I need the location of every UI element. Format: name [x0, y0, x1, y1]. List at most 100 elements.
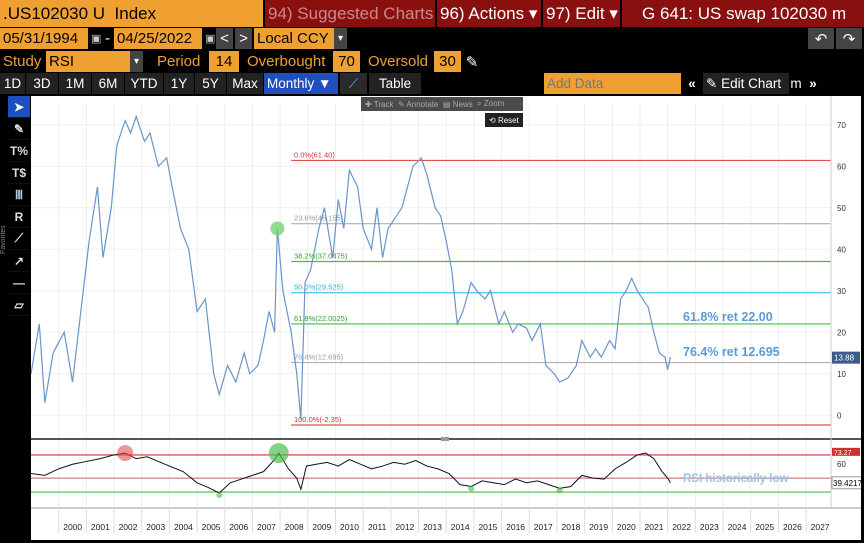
study-select[interactable]: RSI: [46, 51, 130, 72]
brush-icon[interactable]: ⟋: [8, 228, 30, 250]
edit-button[interactable]: 97) Edit ▾: [543, 0, 620, 27]
currency-select[interactable]: Local CCY: [254, 28, 334, 49]
rsi-top-tag: [832, 447, 860, 456]
annotation-76-4: 76.4% ret 12.695: [683, 345, 780, 359]
end-date-field[interactable]: 04/25/2022: [114, 28, 202, 49]
annotate-button[interactable]: ✎ Annotate: [397, 99, 439, 109]
suggested-charts-button[interactable]: 94) Suggested Charts: [265, 0, 435, 27]
period-input[interactable]: 14: [209, 51, 239, 72]
x-tick-label: 2001: [91, 522, 110, 532]
annotation-rsi-low: RSI historically low: [683, 473, 788, 485]
reset-button[interactable]: ⟲ Reset: [485, 113, 523, 127]
trendline-icon[interactable]: ↗: [8, 250, 30, 272]
x-tick-label: 2003: [146, 522, 165, 532]
percent-measure-icon[interactable]: T%: [8, 140, 30, 162]
y-tick-label: 0: [837, 411, 842, 420]
period-button-5y[interactable]: 5Y: [195, 73, 226, 94]
news-button[interactable]: ▤ News: [442, 99, 473, 109]
add-data-input[interactable]: Add Data: [544, 73, 681, 94]
price-line: [30, 114, 672, 420]
period-button-1m[interactable]: 1M: [59, 73, 91, 94]
period-button-1y[interactable]: 1Y: [164, 73, 194, 94]
panel-resize-handle: [441, 437, 449, 441]
fibonacci-icon[interactable]: Ⅲ: [8, 184, 30, 206]
chart-area[interactable]: 0.0%(61.40) 23.6%(46.155) 38.2%(37.0475) 50…: [30, 96, 863, 540]
start-date-text: 05/31/1994: [3, 30, 79, 47]
rsi-peak-marker: [268, 443, 289, 464]
x-tick-label: 2026: [783, 522, 802, 532]
overbought-input[interactable]: 70: [333, 51, 360, 72]
header-bar: .US102030 U Index 94) Suggested Charts 9…: [0, 0, 864, 27]
line-chart-icon[interactable]: ⟋: [340, 73, 367, 94]
security-ticker: .US102030 U: [3, 3, 106, 23]
period-value: 14: [215, 53, 233, 70]
retracement-icon[interactable]: R: [8, 206, 30, 228]
rsi-oversold-marker-0: [216, 492, 223, 498]
fib-label-3: 50.0%(29.525): [294, 283, 344, 292]
x-tick-label: 2006: [229, 522, 248, 532]
last-value-tag: [832, 351, 860, 364]
x-tick-label: 2004: [174, 522, 193, 532]
chevron-down-icon[interactable]: ▾: [334, 28, 347, 49]
security-type: Index: [114, 3, 157, 23]
period-button-1d[interactable]: 1D: [0, 73, 25, 94]
y-tick-label: 50: [837, 204, 846, 213]
x-tick-label: 2005: [202, 522, 221, 532]
period-button-6m[interactable]: 6M: [92, 73, 124, 94]
edit-chart-button[interactable]: ✎ Edit Chart: [703, 73, 789, 94]
calendar-end-icon[interactable]: ▣: [205, 33, 216, 45]
calendar-icon[interactable]: ▣: [91, 33, 102, 45]
channel-icon[interactable]: ▱: [8, 294, 30, 316]
annotate-label: Annotate: [406, 99, 439, 109]
study-dropdown-icon[interactable]: ▾: [130, 51, 143, 72]
frequency-select[interactable]: Monthly ▼: [264, 73, 338, 94]
x-tick-label: 2024: [728, 522, 747, 532]
study-label: Study: [3, 53, 42, 70]
fib-label-5: 76.4%(12.695): [294, 353, 344, 362]
pen-icon[interactable]: ✎: [8, 118, 30, 140]
oversold-input[interactable]: 30: [434, 51, 461, 72]
overbought-value: 70: [338, 53, 355, 70]
table-button[interactable]: Table: [369, 73, 421, 94]
x-tick-label: 2010: [340, 522, 359, 532]
dollar-measure-icon[interactable]: T$: [8, 162, 30, 184]
actions-label: 96) Actions: [440, 3, 525, 23]
redo-icon[interactable]: ↷: [836, 28, 862, 49]
actions-button[interactable]: 96) Actions ▾: [437, 0, 541, 27]
actions-dropdown-icon: ▾: [528, 3, 538, 23]
pointer-icon[interactable]: ➤: [8, 96, 30, 118]
period-button-max[interactable]: Max: [227, 73, 263, 94]
rsi-last-label: 39.4217: [833, 479, 861, 488]
expand-icon[interactable]: »: [809, 76, 817, 91]
x-tick-label: 2000: [63, 522, 82, 532]
period-button-ytd[interactable]: YTD: [125, 73, 163, 94]
chart-title: G 641: US swap 102030 m: [622, 0, 864, 27]
start-date-field[interactable]: 05/31/1994: [0, 28, 88, 49]
y-tick-label: 30: [837, 287, 846, 296]
undo-icon[interactable]: ↶: [808, 28, 834, 49]
currency-text: Local CCY: [257, 30, 329, 47]
zoom-button[interactable]: ⌕ Zoom: [477, 99, 505, 108]
x-tick-label: 2019: [589, 522, 608, 532]
end-date-text: 04/25/2022: [117, 30, 193, 47]
horizontal-line-icon[interactable]: —: [8, 272, 30, 294]
security-field[interactable]: .US102030 U Index: [0, 0, 263, 27]
rsi-line: [30, 452, 671, 494]
edit-chart-label: Edit Chart: [721, 76, 782, 91]
menu-icon[interactable]: m: [790, 76, 802, 91]
pencil-icon[interactable]: ✎: [465, 53, 479, 71]
x-tick-label: 2008: [285, 522, 304, 532]
rsi-oversold-marker-1: [556, 487, 563, 494]
track-button[interactable]: ✚ Track: [365, 99, 394, 109]
track-label: Track: [373, 99, 394, 109]
x-tick-label: 2018: [561, 522, 580, 532]
period-button-3d[interactable]: 3D: [26, 73, 58, 94]
next-arrow-icon[interactable]: >: [235, 28, 252, 49]
prev-arrow-icon[interactable]: <: [216, 28, 233, 49]
edit-dropdown-icon: ▾: [609, 3, 618, 23]
favorites-tab[interactable]: Favorites: [0, 225, 7, 255]
period-bar: 1D 3D 1M 6M YTD 1Y 5Y Max Monthly ▼ ⟋ Table Add…: [0, 73, 864, 94]
rsi-y-tick-label: 60: [837, 460, 846, 469]
y-tick-label: 60: [837, 162, 846, 171]
collapse-icon[interactable]: «: [688, 76, 696, 91]
